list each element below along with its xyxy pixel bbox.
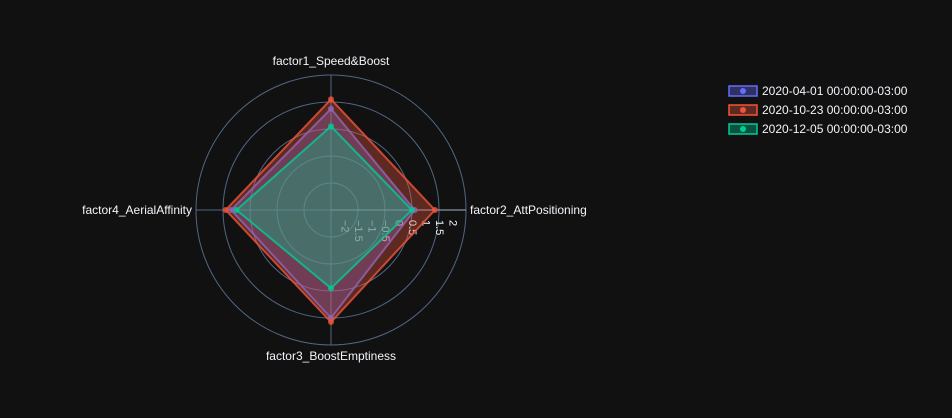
data-point[interactable] — [234, 207, 240, 213]
radial-tick-label: 2 — [447, 220, 459, 226]
series — [234, 123, 416, 291]
data-point[interactable] — [223, 207, 229, 213]
axis-label: factor4_AerialAffinity — [82, 203, 192, 217]
axis-label: factor2_AttPositioning — [470, 203, 587, 217]
legend-item[interactable]: 2020-10-23 00:00:00-03:00 — [729, 103, 908, 117]
legend-marker — [740, 107, 746, 113]
data-point[interactable] — [328, 319, 334, 325]
radial-tick-label: 1.5 — [433, 220, 445, 235]
data-point[interactable] — [328, 96, 334, 102]
series-layer — [223, 96, 438, 325]
legend-marker — [740, 88, 746, 94]
legend: 2020-04-01 00:00:00-03:00 2020-10-23 00:0… — [729, 84, 908, 136]
legend-item[interactable]: 2020-12-05 00:00:00-03:00 — [729, 122, 908, 136]
axis-label: factor1_Speed&Boost — [273, 54, 390, 68]
legend-label: 2020-04-01 00:00:00-03:00 — [762, 84, 908, 98]
legend-label: 2020-12-05 00:00:00-03:00 — [762, 122, 908, 136]
axis-label: factor3_BoostEmptiness — [266, 349, 396, 363]
legend-label: 2020-10-23 00:00:00-03:00 — [762, 103, 908, 117]
data-point[interactable] — [328, 285, 334, 291]
legend-item[interactable]: 2020-04-01 00:00:00-03:00 — [729, 84, 908, 98]
data-point[interactable] — [432, 207, 438, 213]
data-point[interactable] — [328, 123, 334, 129]
data-point[interactable] — [409, 207, 415, 213]
legend-marker — [740, 126, 746, 132]
